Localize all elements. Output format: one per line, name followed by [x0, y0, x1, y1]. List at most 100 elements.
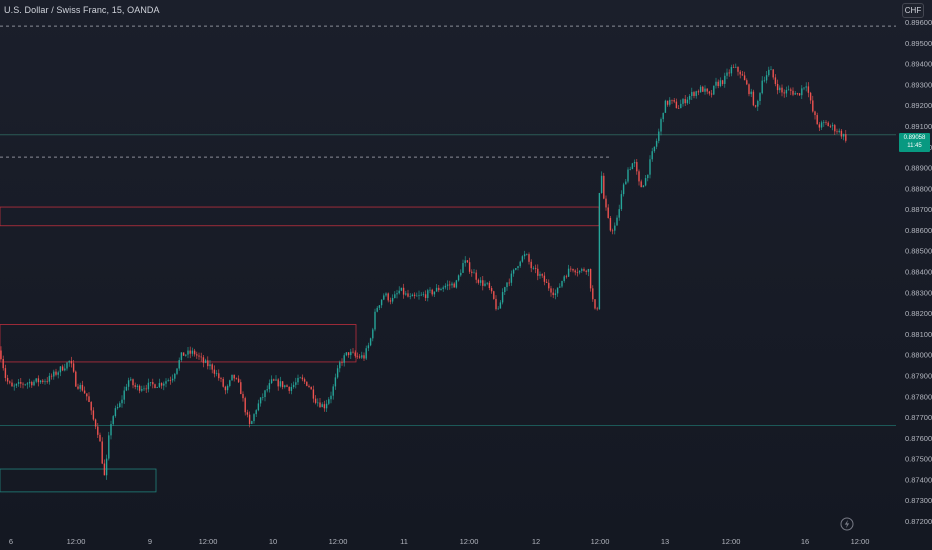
- candle-body: [825, 122, 827, 123]
- candle-body: [306, 381, 308, 386]
- candle-body: [728, 72, 730, 74]
- candle-body: [365, 348, 367, 359]
- candle-body: [735, 66, 737, 68]
- candle-body: [488, 282, 491, 289]
- symbol-title[interactable]: U.S. Dollar / Swiss Franc, 15, OANDA: [4, 5, 160, 15]
- candle-body: [189, 350, 191, 354]
- price-tick-label: 0.87300: [905, 496, 932, 505]
- candle-body: [737, 66, 739, 72]
- candle-body: [715, 81, 717, 86]
- time-tick-label: 10: [269, 537, 277, 546]
- candle-body: [218, 373, 220, 379]
- candle-body: [72, 363, 75, 372]
- candle-body: [787, 89, 790, 91]
- candle-body: [759, 93, 761, 102]
- candle-body: [842, 134, 845, 137]
- candle-body: [270, 379, 273, 384]
- candle-body: [677, 108, 680, 109]
- candle-body: [165, 381, 167, 384]
- candle-body: [176, 368, 178, 374]
- candle-body: [312, 389, 315, 399]
- candle-body: [273, 379, 275, 381]
- candle-body: [9, 381, 11, 383]
- candle-body: [281, 381, 284, 388]
- price-tick-label: 0.87800: [905, 392, 932, 401]
- candle-body: [424, 294, 427, 298]
- candle-body: [88, 396, 90, 403]
- price-tick-label: 0.87400: [905, 475, 932, 484]
- candle-body: [26, 383, 29, 385]
- time-tick-label: 12: [532, 537, 540, 546]
- price-tick-label: 0.88300: [905, 288, 932, 297]
- candle-body: [123, 390, 125, 400]
- candle-body: [798, 93, 801, 96]
- currency-label[interactable]: CHF: [902, 3, 924, 18]
- candle-body: [803, 87, 805, 89]
- candle-body: [86, 393, 88, 397]
- candle-body: [682, 99, 684, 104]
- price-tick-label: 0.88700: [905, 205, 932, 214]
- candle-body: [655, 140, 658, 147]
- candle-body: [28, 382, 31, 384]
- lightning-reload-icon[interactable]: [840, 517, 854, 531]
- candle-body: [757, 101, 759, 107]
- candle-body: [130, 379, 132, 381]
- candle-body: [530, 261, 532, 269]
- candle-body: [295, 382, 297, 385]
- candle-body: [6, 377, 9, 382]
- candle-body: [433, 291, 436, 295]
- price-tick-label: 0.88100: [905, 330, 932, 339]
- candle-body: [334, 377, 337, 387]
- candle-body: [407, 293, 409, 297]
- time-tick-label: 11: [400, 537, 408, 546]
- candle-body: [237, 378, 240, 383]
- candle-body: [754, 105, 757, 107]
- candle-body: [70, 360, 73, 364]
- candle-body: [253, 414, 255, 422]
- candle-body: [743, 75, 746, 81]
- candle-body: [354, 352, 356, 356]
- candle-body: [836, 131, 838, 133]
- candle-body: [284, 385, 286, 388]
- candle-body: [275, 379, 277, 381]
- candle-body: [719, 80, 722, 87]
- candle-body: [409, 296, 411, 297]
- candle-body: [224, 386, 227, 391]
- candle-body: [171, 378, 174, 381]
- time-tick-label: 12:00: [722, 537, 741, 546]
- candle-body: [486, 282, 488, 284]
- price-tick-label: 0.88400: [905, 268, 932, 277]
- candle-body: [823, 122, 825, 123]
- candle-body: [147, 382, 150, 390]
- candle-body: [369, 338, 372, 346]
- candle-body: [449, 284, 451, 286]
- candle-body: [508, 282, 510, 284]
- candle-body: [286, 385, 288, 387]
- candle-body: [299, 377, 301, 379]
- price-tick-label: 0.89100: [905, 122, 932, 131]
- candle-body: [2, 358, 4, 369]
- candle-body: [477, 279, 480, 283]
- candle-body: [220, 378, 222, 379]
- candle-body: [550, 288, 552, 293]
- candle-body: [732, 67, 735, 68]
- candle-body: [332, 386, 334, 396]
- candle-body: [191, 350, 194, 354]
- candle-body: [92, 410, 95, 420]
- price-tick-label: 0.88000: [905, 351, 932, 360]
- candle-body: [127, 380, 130, 387]
- time-tick-label: 16: [801, 537, 809, 546]
- candle-body: [383, 295, 385, 300]
- candle-body: [779, 87, 781, 91]
- candle-body: [614, 225, 616, 231]
- candle-body: [673, 100, 675, 102]
- candle-body: [783, 92, 785, 94]
- candle-body: [196, 354, 198, 356]
- candle-body: [693, 92, 695, 96]
- candle-body: [317, 402, 319, 404]
- candle-body: [77, 386, 79, 389]
- candle-body: [493, 291, 495, 299]
- candle-body: [770, 69, 772, 71]
- candle-body: [240, 382, 242, 395]
